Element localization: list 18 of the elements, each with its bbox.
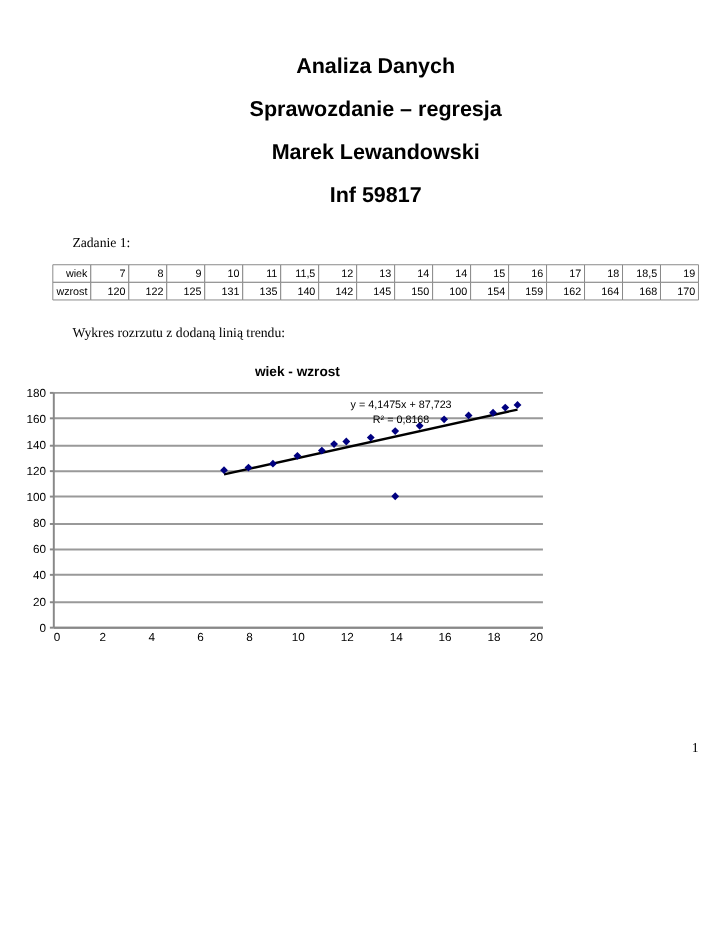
- point: [269, 459, 277, 468]
- point: [330, 440, 338, 448]
- text: Marek Lewandowski: [271, 141, 480, 166]
- point: [342, 437, 351, 446]
- point: [489, 408, 497, 417]
- text: Sprawozdanie – regresja: [249, 98, 504, 123]
- point: [501, 403, 510, 412]
- point: [317, 446, 326, 455]
- point: [293, 451, 302, 460]
- point: [391, 427, 400, 435]
- point: [464, 411, 473, 420]
- text: Inf 59817: [329, 184, 422, 209]
- point: [513, 401, 522, 409]
- point: [366, 433, 375, 442]
- text: Analiza Danych: [296, 55, 456, 79]
- point: [220, 466, 228, 475]
- point: [391, 492, 400, 501]
- point: [440, 415, 449, 424]
